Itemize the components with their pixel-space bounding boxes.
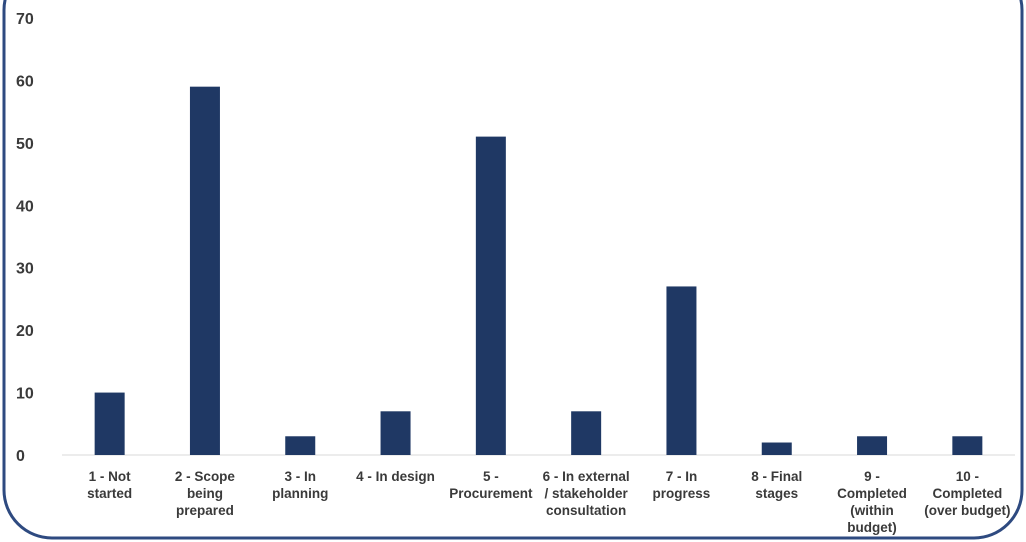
bar-3 — [285, 436, 316, 455]
bars — [94, 86, 983, 456]
x-tick-label-1: 1 - Not started — [87, 469, 132, 501]
x-tick-label-3: 3 - In planning — [272, 469, 328, 501]
bar-4 — [380, 411, 411, 455]
y-tick-label-10: 10 — [16, 386, 34, 403]
bar-1 — [94, 392, 125, 455]
y-tick-label-30: 30 — [16, 261, 34, 278]
bar-7 — [666, 286, 697, 455]
y-tick-label-60: 60 — [16, 73, 34, 90]
x-tick-label-10: 10 -Completed (over budget) — [924, 469, 1010, 518]
y-axis-tick-labels: 0 10 20 30 40 50 60 70 — [16, 11, 34, 465]
bar-2 — [189, 86, 220, 456]
x-tick-label-7: 7 - In progress — [653, 469, 711, 501]
bar-10 — [952, 436, 983, 455]
y-tick-label-40: 40 — [16, 198, 34, 215]
bar-8 — [761, 442, 792, 455]
x-tick-label-2: 2 - Scope being prepared — [175, 469, 236, 518]
x-tick-label-9: 9 -Completed (within budget) — [837, 469, 907, 535]
y-tick-label-50: 50 — [16, 136, 34, 153]
bar-6 — [571, 411, 602, 455]
bar-5 — [475, 136, 506, 455]
x-axis-category-labels: 1 - Not started 2 - Scope being prepared 3 - … — [87, 469, 1010, 535]
y-tick-label-70: 70 — [16, 11, 34, 28]
x-tick-label-4: 4 - In design — [356, 469, 435, 484]
x-tick-label-8: 8 - Final stages — [751, 469, 802, 501]
x-tick-label-6: 6 - In external / stakeholder consultation — [543, 469, 630, 518]
x-tick-label-5: 5 -Procurement — [449, 469, 533, 501]
bar-9 — [857, 436, 888, 455]
y-tick-label-0: 0 — [16, 448, 25, 465]
y-tick-label-20: 20 — [16, 323, 34, 340]
